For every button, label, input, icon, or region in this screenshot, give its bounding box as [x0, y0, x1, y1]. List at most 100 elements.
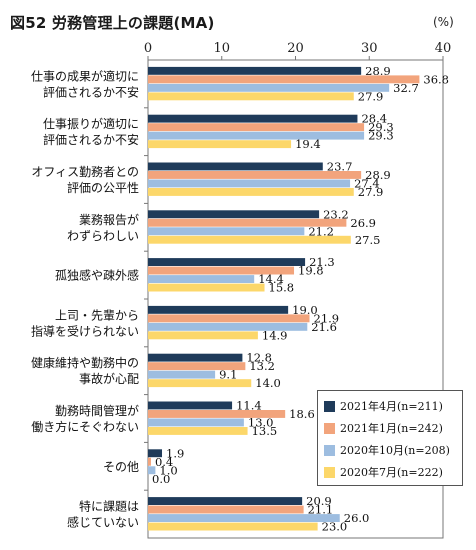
bar-s2-c6 — [148, 370, 216, 379]
value-label-s0-c5: 19.0 — [292, 303, 318, 317]
category-label-9-line1: 感じていない — [67, 515, 139, 530]
category-label-0-line0: 仕事の成果が適切に — [31, 68, 139, 83]
bar-s1-c3 — [148, 218, 347, 227]
value-label-s0-c0: 28.9 — [365, 64, 391, 78]
value-label-s3-c9: 23.0 — [322, 520, 348, 534]
bar-s1-c6 — [148, 362, 246, 371]
category-label-2-line1: 評価の公平性 — [67, 180, 139, 195]
value-label-s3-c0: 27.9 — [358, 89, 384, 103]
bar-s2-c8 — [148, 466, 156, 475]
category-label-6-line0: 健康維持や勤務中の — [31, 355, 139, 370]
unit-label: (%) — [433, 15, 454, 29]
bar-s3-c9 — [148, 522, 318, 531]
x-tick-label-4: 40 — [435, 41, 452, 56]
value-label-s1-c7: 18.6 — [289, 407, 315, 421]
bar-s3-c3 — [148, 235, 351, 244]
value-label-s1-c2: 28.9 — [365, 168, 391, 182]
bar-s1-c7 — [148, 410, 286, 418]
legend-label-1: 2021年1月(n=242) — [340, 422, 443, 435]
legend-swatch-1 — [324, 422, 335, 434]
bar-s3-c1 — [148, 140, 292, 149]
value-label-s0-c9: 20.9 — [306, 494, 332, 508]
legend-item-1: 2021年1月(n=242) — [324, 417, 462, 439]
value-label-s1-c6: 13.2 — [249, 359, 275, 373]
value-label-s0-c8: 1.9 — [166, 446, 184, 460]
value-label-s2-c8: 1.0 — [159, 463, 177, 477]
value-label-s1-c4: 19.8 — [298, 264, 324, 278]
legend-item-3: 2020年7月(n=222) — [324, 461, 462, 483]
bar-s1-c8 — [148, 457, 151, 466]
x-tick-label-3: 30 — [361, 41, 378, 56]
category-label-3-line1: わずらわしい — [67, 229, 139, 243]
bar-s1-c5 — [148, 314, 310, 323]
category-label-7-line1: 働き方にそぐわない — [31, 419, 139, 434]
bar-s0-c4 — [148, 258, 306, 266]
bar-s0-c2 — [148, 162, 323, 171]
value-label-s2-c5: 21.6 — [311, 320, 337, 334]
category-label-9-line0: 特に課題は — [79, 499, 139, 514]
value-label-s0-c2: 23.7 — [327, 160, 353, 174]
category-label-8: その他 — [103, 460, 139, 474]
value-label-s1-c0: 36.8 — [423, 72, 449, 86]
value-label-s2-c9: 26.0 — [344, 511, 370, 525]
x-tick-label-0: 0 — [144, 41, 152, 56]
bar-s3-c4 — [148, 283, 265, 292]
bar-s0-c9 — [148, 497, 303, 505]
bar-s2-c4 — [148, 275, 255, 283]
legend-swatch-0 — [324, 400, 335, 412]
bar-s2-c0 — [148, 83, 390, 92]
value-label-s2-c4: 14.4 — [258, 272, 284, 286]
value-label-s2-c6: 9.1 — [219, 368, 237, 382]
value-label-s2-c1: 29.3 — [368, 129, 394, 143]
value-label-s1-c8: 0.4 — [155, 455, 173, 469]
chart-title: 図52 労務管理上の課題(MA) — [10, 14, 215, 32]
category-label-6-line1: 事故が心配 — [79, 371, 139, 386]
value-label-s3-c8: 0.0 — [152, 472, 170, 486]
bar-s3-c6 — [148, 379, 252, 388]
bar-s2-c2 — [148, 179, 351, 188]
value-label-s0-c4: 21.3 — [309, 255, 335, 269]
legend-item-0: 2021年4月(n=211) — [324, 395, 462, 417]
legend-swatch-3 — [324, 466, 335, 478]
value-label-s2-c0: 32.7 — [393, 81, 419, 95]
legend-item-2: 2020年10月(n=208) — [324, 439, 462, 461]
value-label-s3-c6: 14.0 — [255, 376, 281, 390]
bar-s2-c7 — [148, 418, 244, 427]
category-label-7-line0: 勤務時間管理が — [55, 403, 139, 418]
bar-s1-c4 — [148, 266, 295, 275]
value-label-s0-c3: 23.2 — [323, 207, 349, 221]
value-label-s2-c3: 21.2 — [308, 224, 334, 238]
category-label-2-line0: オフィス勤務者との — [31, 165, 139, 179]
legend-label-0: 2021年4月(n=211) — [340, 400, 443, 413]
legend-swatch-2 — [324, 444, 335, 456]
value-label-s3-c2: 27.9 — [358, 185, 384, 199]
category-label-3-line0: 業務報告が — [79, 212, 139, 227]
bar-s0-c7 — [148, 401, 233, 410]
category-label-4: 孤独感や疎外感 — [55, 268, 139, 283]
category-label-5-line1: 指導を受けられない — [31, 323, 139, 338]
value-label-s3-c1: 19.4 — [295, 137, 321, 151]
value-label-s1-c9: 21.1 — [308, 503, 334, 517]
bar-s0-c3 — [148, 210, 320, 219]
bar-s0-c0 — [148, 66, 362, 75]
bar-s2-c1 — [148, 131, 365, 140]
bar-s3-c2 — [148, 188, 354, 196]
bar-s1-c2 — [148, 171, 362, 179]
value-label-s3-c7: 13.5 — [252, 424, 278, 438]
value-label-s2-c7: 13.0 — [248, 416, 274, 430]
category-label-1-line1: 評価されるか不安 — [43, 132, 139, 147]
value-label-s2-c2: 27.4 — [354, 177, 380, 191]
bar-s1-c9 — [148, 505, 304, 514]
bar-s0-c8 — [148, 449, 163, 458]
x-tick-label-2: 20 — [287, 41, 304, 56]
bar-s3-c5 — [148, 331, 258, 340]
value-label-s0-c1: 28.4 — [361, 112, 387, 126]
bar-s0-c6 — [148, 353, 243, 362]
value-label-s3-c5: 14.9 — [262, 328, 288, 342]
bar-s1-c1 — [148, 123, 365, 132]
bar-s2-c9 — [148, 514, 340, 522]
legend-label-2: 2020年10月(n=208) — [340, 444, 450, 457]
legend: 2021年4月(n=211) 2021年1月(n=242) 2020年10月(n=2… — [317, 390, 463, 486]
bar-s0-c5 — [148, 305, 289, 314]
